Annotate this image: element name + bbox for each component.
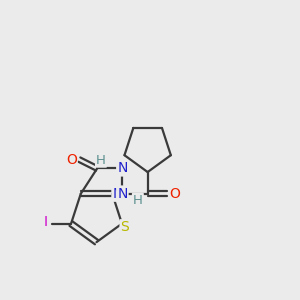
Text: H: H	[133, 194, 143, 207]
Text: N: N	[117, 161, 128, 176]
Text: O: O	[66, 153, 77, 166]
Text: O: O	[169, 187, 180, 201]
Text: N: N	[112, 187, 123, 201]
Text: H: H	[96, 154, 106, 167]
Text: N: N	[117, 187, 128, 201]
Text: S: S	[121, 220, 129, 234]
Text: I: I	[43, 215, 47, 229]
